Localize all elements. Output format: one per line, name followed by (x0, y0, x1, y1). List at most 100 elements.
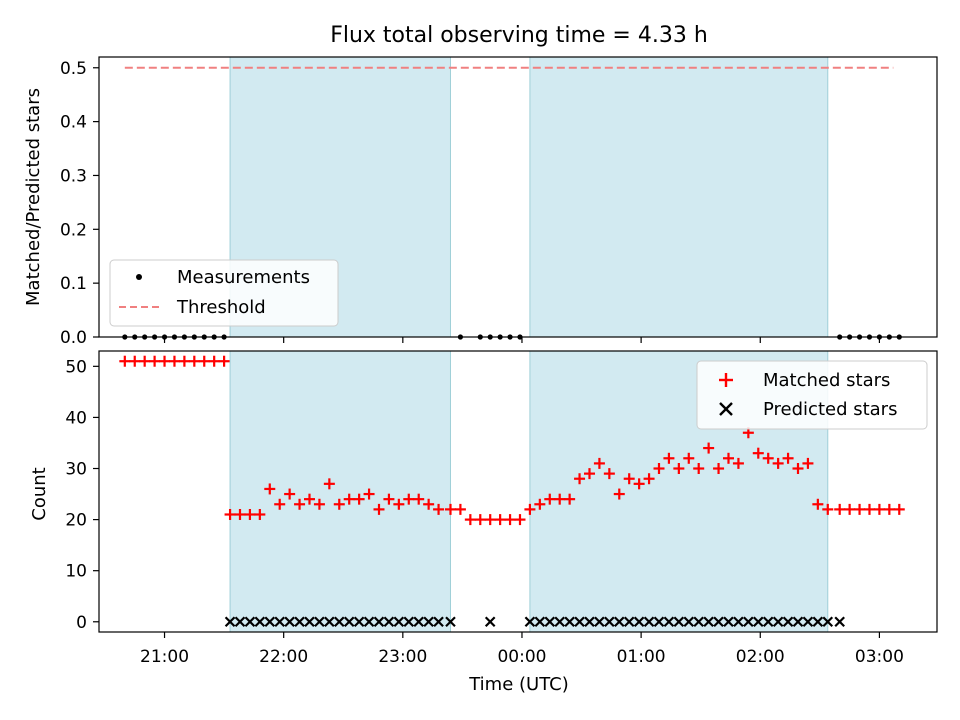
matched-star-marker (623, 473, 635, 485)
predicted-star-marker (445, 616, 456, 628)
x-tick-label: 01:00 (617, 647, 666, 667)
matched-star-marker (208, 355, 220, 367)
predicted-star-marker (584, 616, 595, 628)
matched-star-marker (274, 498, 286, 510)
predicted-star-marker (373, 616, 385, 628)
predicted-star-marker (554, 616, 565, 628)
bottom-legend-box (696, 360, 928, 430)
matched-star-marker (554, 493, 566, 505)
matched-star-marker (713, 463, 725, 475)
bottom-y-tick-label: 50 (65, 357, 87, 377)
matched-star-marker (159, 355, 171, 367)
top-legend: Measurements Threshold (109, 259, 339, 327)
predicted-star-marker (802, 616, 814, 628)
matched-star-marker (504, 514, 516, 526)
matched-star-marker (178, 355, 190, 367)
matched-star-marker (663, 452, 675, 464)
matched-star-marker (544, 493, 556, 505)
predicted-star-marker (423, 616, 434, 628)
matched-star-marker (583, 468, 595, 480)
top-y-tick-label: 0.4 (60, 113, 87, 133)
predicted-star-marker (433, 616, 444, 628)
predicted-star-marker (314, 616, 325, 628)
predicted-star-marker (604, 616, 615, 628)
top-y-axis: 0.0 0.1 0.2 0.3 0.4 0.5 (60, 59, 99, 348)
x-tick-label: 22:00 (259, 647, 308, 667)
predicted-star-marker (244, 616, 256, 628)
predicted-star-marker (224, 616, 236, 628)
matched-star-marker (284, 488, 296, 500)
legend-plus-icon (719, 373, 733, 387)
matched-star-marker (433, 503, 445, 515)
predicted-star-marker (284, 616, 295, 628)
matched-star-marker (119, 355, 131, 367)
top-x-axis-ticks (163, 337, 881, 343)
bottom-plot-frame (98, 350, 938, 633)
predicted-star-marker (393, 616, 405, 628)
predicted-star-marker (264, 616, 276, 628)
matched-star-marker (613, 488, 625, 500)
matched-star-marker (693, 463, 705, 475)
matched-star-marker (484, 514, 496, 526)
predicted-star-marker (413, 616, 424, 628)
legend-label-matched: Matched stars (763, 370, 890, 391)
predicted-star-marker (782, 616, 794, 628)
legend-label-predicted: Predicted stars (763, 399, 897, 420)
predicted-star-marker (663, 616, 675, 628)
matched-star-marker (149, 355, 161, 367)
matched-star-marker (782, 452, 794, 464)
predicted-star-marker (653, 616, 665, 628)
bottom-y-axis: 0 10 20 30 40 50 (65, 357, 99, 633)
matched-star-marker (474, 514, 486, 526)
matched-star-marker (444, 503, 456, 515)
predicted-star-marker (633, 616, 645, 628)
matched-star-marker (772, 457, 784, 469)
matched-star-marker (802, 457, 814, 469)
matched-star-marker (883, 503, 895, 515)
matched-star-marker (834, 503, 846, 515)
matched-star-marker (812, 498, 824, 510)
predicted-star-marker (353, 616, 365, 628)
predicted-star-marker (274, 616, 285, 628)
matched-star-marker (603, 468, 615, 480)
matched-star-marker (244, 508, 256, 520)
predicted-star-marker (524, 616, 536, 628)
matched-star-marker (254, 508, 266, 520)
predicted-star-marker (304, 616, 315, 628)
legend-label-threshold: Threshold (176, 297, 266, 318)
top-y-tick-label: 0.5 (60, 59, 87, 79)
matched-star-marker (224, 508, 236, 520)
matched-star-marker (333, 498, 345, 510)
predicted-star-marker (234, 616, 246, 628)
matched-star-marker (234, 508, 246, 520)
predicted-star-marker (623, 616, 635, 628)
legend-x-icon (719, 402, 733, 416)
predicted-star-marker (713, 616, 724, 628)
top-panel: 0.0 0.1 0.2 0.3 0.4 0.5 Matched/Predicted sta… (23, 56, 938, 348)
top-legend-box (109, 259, 339, 327)
matched-star-marker (873, 503, 885, 515)
matched-star-marker (524, 503, 536, 515)
predicted-star-marker (812, 616, 824, 628)
matched-star-marker (264, 483, 276, 495)
predicted-star-marker (363, 616, 375, 628)
predicted-star-marker (594, 616, 605, 628)
predicted-stars-markers (224, 616, 845, 628)
predicted-star-marker (792, 616, 804, 628)
matched-star-marker (732, 457, 744, 469)
predicted-star-marker (733, 616, 744, 628)
predicted-star-marker (643, 616, 655, 628)
predicted-star-marker (324, 616, 335, 628)
legend-label-measurements: Measurements (177, 267, 310, 288)
matched-star-marker (643, 473, 655, 485)
predicted-star-marker (753, 616, 764, 628)
matched-star-marker (373, 503, 385, 515)
predicted-star-marker (762, 616, 774, 628)
matched-star-marker (673, 463, 685, 475)
matched-stars-markers (119, 355, 905, 526)
bottom-y-tick-label: 40 (65, 408, 87, 428)
matched-star-marker (844, 503, 856, 515)
shaded-span-0 (229, 350, 451, 633)
matched-star-marker (854, 503, 866, 515)
matched-star-marker (574, 473, 586, 485)
